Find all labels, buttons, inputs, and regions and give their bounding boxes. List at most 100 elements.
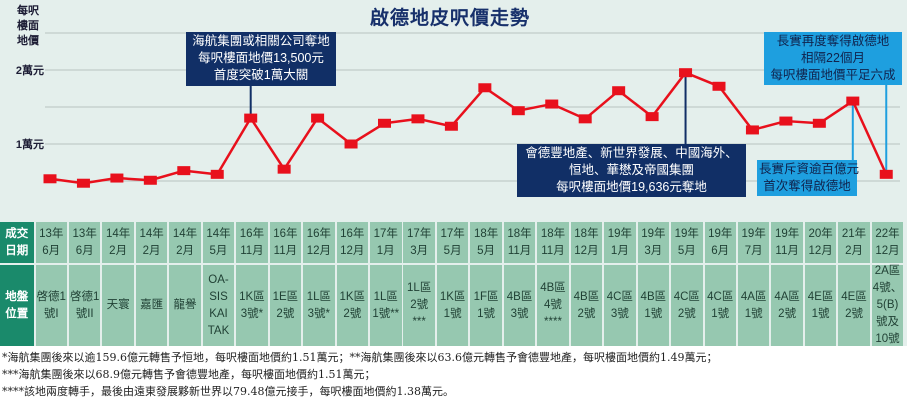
date-cell: 18年 12月: [570, 222, 603, 263]
cell-text: 19年 1月: [607, 227, 633, 257]
footnote: ***海航集團後來以68.9億元轉售予會德豐地產，每呎樓面地價約1.51萬元；: [2, 368, 376, 381]
data-point-marker: [210, 169, 224, 179]
data-point-marker: [712, 81, 726, 91]
date-cell: 19年 1月: [604, 222, 636, 263]
cell-text: 13年 6月: [39, 227, 64, 257]
site-cell: 4B區 2號: [570, 265, 603, 346]
cell-text: 天寰: [106, 299, 130, 311]
cell-text: 4C區 2號: [673, 290, 700, 320]
site-cell: 1K區 2號: [336, 265, 369, 346]
cell-text: 4A區 1號: [740, 290, 767, 320]
data-point-marker: [779, 116, 793, 126]
site-cell: 1L區 3號*: [303, 265, 335, 346]
y-tick-20000: 2萬元: [15, 65, 44, 77]
cell-text: 4B區 3號: [506, 290, 533, 320]
cell-text: 17年 5月: [440, 227, 465, 257]
date-cell: 20年 12月: [804, 222, 837, 263]
data-point-marker: [76, 178, 90, 188]
data-point-marker: [846, 96, 860, 106]
site-cell: 4A區 2號: [771, 265, 803, 346]
cell-text: 19年 6月: [708, 227, 733, 257]
date-cell: 18年 11月: [503, 222, 536, 263]
site-cell: 2A區 4號、 5(B) 號及 10號: [871, 265, 904, 346]
data-point-marker: [311, 113, 325, 123]
annotation-line: 相隔22個月: [801, 51, 865, 65]
date-cell: 19年 11月: [771, 222, 803, 263]
y-unit-line: 每呎: [17, 5, 39, 17]
annotation-line: 長實斥資逾百億元: [759, 162, 860, 176]
cell-text: 1L區 1號**: [372, 290, 400, 320]
cell-text: 16年 11月: [239, 227, 265, 257]
cell-text: 4C區 1號: [707, 290, 734, 320]
annotation-line: 首次奪得啟德地: [763, 179, 851, 193]
site-cell: 1F區 1號: [470, 265, 502, 346]
date-cell: 13年 6月: [35, 222, 67, 263]
site-cell: 4B區 4號 ****: [537, 265, 569, 346]
cell-text: 4E區 1號: [807, 290, 834, 320]
cell-text: 22年 12月: [875, 227, 900, 257]
y-unit-line: 地價: [17, 35, 39, 47]
cell-text: 成交 日期: [5, 227, 29, 257]
site-cell: 4E區 1號: [804, 265, 837, 346]
cell-text: 21年 2月: [841, 227, 867, 257]
annotation-box: 海航集團或相關公司奪地 每呎樓面地價13,500元 首度突破1萬大關: [186, 32, 336, 86]
annotation-line: 長實再度奪得啟德地: [776, 34, 890, 48]
site-cell: 4C區 2號: [671, 265, 703, 346]
annotation-box: 會德豐地產、新世界發展、中國海外、 恒地、華懋及帝國集團 每呎樓面地價19,636元…: [517, 144, 746, 197]
cell-text: 4E區 2號: [841, 290, 867, 320]
cell-text: 20年 12月: [808, 227, 833, 257]
site-cell: OA- SIS KAI TAK: [202, 265, 235, 346]
site-cell: 1K區 1號: [436, 265, 469, 346]
cell-text: 4B區 2號: [573, 290, 600, 320]
cell-text: 1K區 2號: [339, 290, 366, 320]
site-cell: 天寰: [102, 265, 134, 346]
site-cell: 4C區 3號: [604, 265, 636, 346]
site-cell: 4B區 1號: [637, 265, 670, 346]
data-point-marker: [879, 169, 893, 179]
date-cell: 19年 3月: [637, 222, 670, 263]
cell-text: 啓德1 號II: [69, 290, 100, 320]
cell-text: 嘉匯: [140, 299, 164, 311]
date-cell: 19年 7月: [737, 222, 770, 263]
cell-text: 16年 11月: [273, 227, 298, 257]
chart-title: 啟德地皮呎價走勢: [369, 7, 530, 29]
annotation-line: 每呎樓面地價19,636元奪地: [556, 180, 707, 194]
data-point-marker: [411, 114, 425, 124]
date-cell: 14年 2月: [102, 222, 134, 263]
date-cell: 22年 12月: [871, 222, 904, 263]
data-point-marker: [110, 173, 124, 183]
site-cell: 嘉匯: [135, 265, 168, 346]
deal-table: 成交 日期 地盤 位置 13年 6月 啓德1 號I 13年 6月 啓德1 號II 14年 2…: [0, 222, 907, 346]
data-point-marker: [578, 114, 592, 124]
annotation-box: 長實斥資逾百億元 首次奪得啟德地: [757, 160, 860, 196]
date-cell: 14年 2月: [169, 222, 201, 263]
cell-text: 4B區 4號 ****: [540, 282, 566, 328]
data-point-marker: [745, 125, 759, 135]
date-cell: 19年 6月: [704, 222, 736, 263]
site-cell: 4A區 1號: [737, 265, 770, 346]
data-point-marker: [812, 118, 826, 128]
cell-text: 18年 11月: [507, 227, 532, 257]
date-cell: 18年 5月: [470, 222, 502, 263]
annotation-line: 首度突破1萬大關: [213, 68, 309, 82]
cell-text: OA- SIS KAI TAK: [207, 273, 230, 337]
cell-text: 1L區 2號 ***: [407, 282, 432, 328]
annotation-line: 每呎樓面地價平足六成: [770, 68, 896, 82]
date-cell: 17年 3月: [403, 222, 435, 263]
date-cell: 13年 6月: [68, 222, 101, 263]
cell-text: 19年 7月: [741, 227, 766, 257]
site-cell: 1L區 2號 ***: [403, 265, 435, 346]
date-cell: 19年 5月: [671, 222, 703, 263]
data-point-marker: [344, 139, 358, 149]
date-cell: 17年 1月: [370, 222, 402, 263]
data-point-marker: [645, 112, 659, 122]
annotation-line: 每呎樓面地價13,500元: [198, 51, 324, 65]
date-cell: 16年 12月: [303, 222, 335, 263]
site-cell: 4B區 3號: [503, 265, 536, 346]
data-point-marker: [511, 106, 525, 116]
cell-text: 18年 11月: [540, 227, 566, 257]
cell-text: 啓德1 號I: [36, 290, 66, 320]
cell-text: 1L區 3號*: [306, 290, 331, 320]
footnotes: *海航集團後來以逾159.6億元轉售予恒地，每呎樓面地價約1.51萬元；**海航…: [2, 349, 907, 400]
cell-text: 地盤 位置: [5, 290, 29, 320]
